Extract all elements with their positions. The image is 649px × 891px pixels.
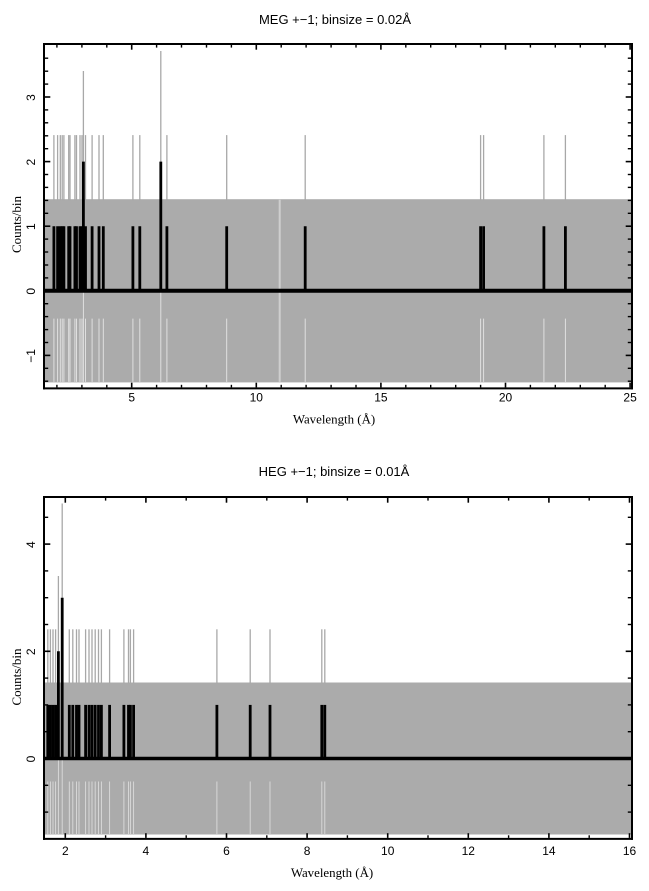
svg-text:20: 20 [499, 391, 513, 405]
svg-text:5: 5 [128, 391, 135, 405]
svg-text:4: 4 [143, 844, 150, 858]
svg-text:6: 6 [223, 844, 230, 858]
svg-text:Wavelength (Å): Wavelength (Å) [291, 866, 373, 880]
svg-text:2: 2 [24, 648, 38, 655]
svg-text:1: 1 [24, 223, 38, 230]
svg-text:10: 10 [250, 391, 264, 405]
svg-text:HEG +−1; binsize = 0.01Å: HEG +−1; binsize = 0.01Å [259, 464, 410, 479]
svg-text:3: 3 [24, 94, 38, 101]
svg-text:14: 14 [542, 844, 556, 858]
svg-text:16: 16 [623, 844, 637, 858]
svg-text:MEG +−1; binsize = 0.02Å: MEG +−1; binsize = 0.02Å [259, 12, 411, 27]
svg-text:2: 2 [24, 158, 38, 165]
svg-text:2: 2 [62, 844, 69, 858]
svg-text:12: 12 [462, 844, 476, 858]
svg-text:15: 15 [374, 391, 388, 405]
svg-text:4: 4 [24, 541, 38, 548]
svg-text:Counts/bin: Counts/bin [9, 648, 24, 706]
svg-text:8: 8 [304, 844, 311, 858]
svg-text:0: 0 [24, 288, 38, 295]
svg-text:Wavelength (Å): Wavelength (Å) [293, 413, 375, 427]
svg-text:0: 0 [24, 755, 38, 762]
svg-text:10: 10 [381, 844, 395, 858]
svg-text:−1: −1 [24, 349, 38, 363]
svg-text:Counts/bin: Counts/bin [9, 195, 24, 253]
svg-text:25: 25 [623, 391, 637, 405]
